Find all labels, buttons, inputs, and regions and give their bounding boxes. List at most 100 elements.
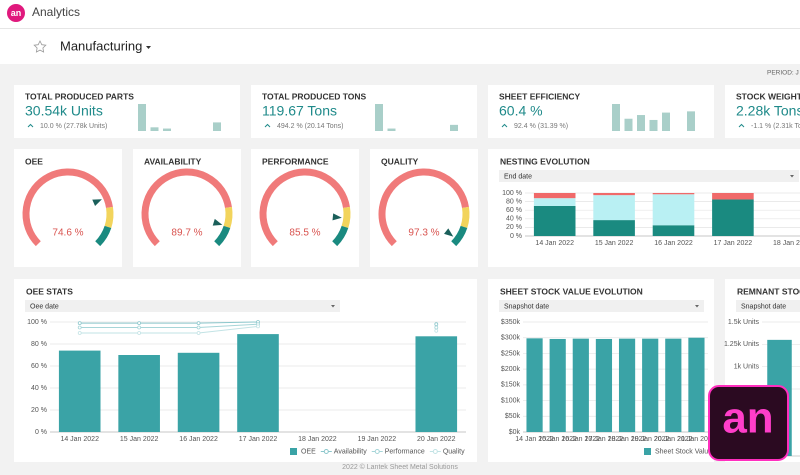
y-tick-label: 60 %	[506, 207, 522, 214]
bar-segment	[593, 195, 635, 221]
bar-segment	[712, 193, 754, 200]
card	[133, 149, 241, 267]
filter-dropdown[interactable]	[25, 300, 340, 312]
card	[370, 149, 478, 267]
spark-bar	[163, 128, 171, 131]
kpi-change: 92.4 % (31.39 %)	[514, 123, 568, 130]
y-tick-label: 100 %	[502, 190, 522, 197]
y-tick-label: 60 %	[31, 363, 47, 370]
line-point	[256, 324, 260, 329]
line-point	[137, 321, 142, 326]
kpi-value: 30.54k Units	[25, 103, 103, 119]
gauge-band	[104, 206, 114, 229]
filter-label: Snapshot date	[504, 303, 549, 310]
dashboard-title[interactable]: Manufacturing	[60, 38, 142, 53]
y-tick-label: $250k	[501, 350, 521, 357]
period-label: PERIOD: J	[767, 70, 799, 77]
app-logo[interactable]	[7, 4, 25, 22]
filter-dropdown[interactable]	[499, 300, 704, 312]
legend-label: Quality	[443, 448, 465, 455]
x-tick-label: 15 Jan 2022	[120, 436, 159, 443]
card	[251, 85, 477, 138]
bar-segment	[652, 225, 695, 236]
y-tick-label: 80 %	[506, 198, 522, 205]
line-point	[196, 331, 201, 335]
gauge-band	[95, 225, 112, 247]
y-tick-label: $100k	[501, 397, 521, 404]
kpi-title: TOTAL PRODUCED PARTS	[25, 91, 134, 101]
legend-label: OEE	[301, 448, 316, 455]
card	[14, 85, 240, 138]
bar	[526, 338, 543, 432]
y-tick-label: 100 %	[27, 319, 47, 326]
gauge-value: 85.5 %	[289, 228, 320, 239]
line-point	[77, 331, 82, 335]
chart-title: SHEET STOCK VALUE EVOLUTION	[500, 286, 643, 296]
line-point	[137, 331, 142, 335]
spark-bar	[450, 124, 458, 131]
spark-bar	[662, 112, 670, 131]
bar	[118, 355, 160, 432]
favorite-star[interactable]	[33, 40, 47, 53]
filter-caret	[790, 175, 794, 178]
legend-label: Sheet Stock Value	[655, 448, 712, 455]
trend-arrow	[27, 123, 34, 128]
gauge-band	[22, 168, 113, 247]
line-point	[137, 325, 142, 330]
y-tick-label: 20 %	[31, 407, 47, 414]
gauge-value: 97.3 %	[408, 228, 439, 239]
kpi-value: 2.28k Tons	[736, 103, 800, 119]
bar	[618, 338, 636, 432]
legend-label: Performance	[385, 448, 425, 455]
y-tick-label: $200k	[501, 366, 521, 373]
card	[251, 149, 359, 267]
filter-dropdown[interactable]	[499, 170, 799, 182]
gauge-band	[378, 168, 469, 247]
y-tick-label: $150k	[501, 382, 521, 389]
bar	[58, 350, 101, 432]
spark-bar	[649, 119, 658, 131]
legend-label: Availability	[334, 448, 367, 455]
legend-swatch	[374, 449, 380, 454]
spark-bar	[687, 111, 695, 131]
spark-bar	[213, 122, 221, 131]
card	[725, 85, 800, 138]
y-tick-label: $50k	[505, 413, 521, 420]
y-tick-label: $0k	[509, 429, 521, 436]
y-tick-label: 1.25k Units	[724, 341, 760, 348]
spark-bar	[375, 104, 383, 131]
trend-arrow	[501, 123, 508, 128]
card	[488, 85, 714, 138]
bar	[177, 352, 220, 432]
legend-swatch	[644, 448, 651, 455]
y-tick-label: 80 %	[31, 341, 47, 348]
legend-swatch	[290, 448, 297, 455]
widgets: TOTAL PRODUCED PARTS 30.54k Units 10.0 % (…	[14, 85, 800, 462]
bar	[688, 337, 705, 432]
x-tick-label: 16 Jan 2022	[562, 436, 601, 443]
line-point	[77, 321, 82, 326]
dashboard-caret[interactable]	[146, 46, 151, 49]
y-tick-label: 40 %	[31, 385, 47, 392]
bar-segment	[533, 205, 576, 236]
bar-segment	[593, 193, 635, 196]
line-point	[434, 325, 439, 330]
filter-caret	[695, 305, 699, 308]
gauge-pointer	[332, 213, 342, 221]
x-tick-label: 14 Jan 2022	[535, 240, 574, 247]
spark-bar	[637, 115, 645, 131]
gauge-value: 89.7 %	[171, 228, 202, 239]
y-tick-label: 1.5k Units	[728, 319, 760, 326]
gauge-band	[259, 168, 350, 247]
y-tick-label: $300k	[501, 335, 521, 342]
gauge-title: AVAILABILITY	[144, 156, 202, 166]
gauge-pointer	[92, 199, 102, 207]
y-tick-label: 20 %	[506, 224, 522, 231]
app-name: Analytics	[32, 5, 80, 19]
filter-dropdown[interactable]	[736, 300, 800, 312]
x-tick-label: 18 Jan 2022	[298, 436, 337, 443]
x-tick-label: 19 Jan 2022	[358, 436, 397, 443]
bar-segment	[652, 194, 695, 226]
gauge-title: PERFORMANCE	[262, 156, 329, 166]
